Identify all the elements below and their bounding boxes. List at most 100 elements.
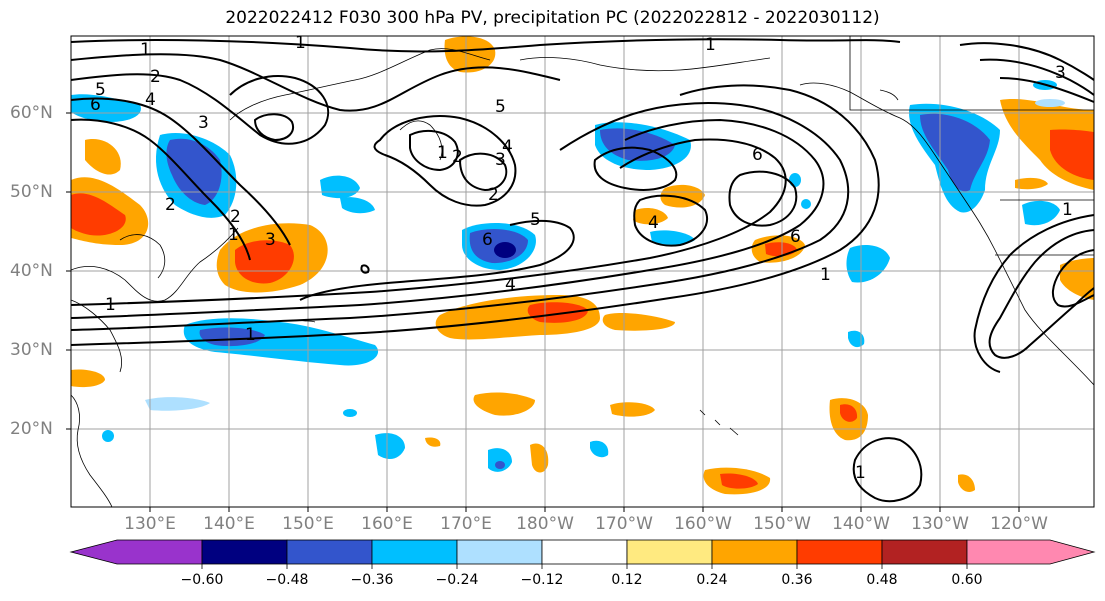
colorbar-segment xyxy=(456,539,543,565)
contour-label: 1 xyxy=(228,225,239,245)
precip-patch-tropical-1 xyxy=(473,392,535,416)
precip-patch-subtropical-east xyxy=(602,312,675,331)
pv-contours xyxy=(70,38,1095,503)
precip-neg-tropical-3 xyxy=(590,440,609,458)
chart-title: 2022022412 F030 300 hPa PV, precipitatio… xyxy=(225,8,880,28)
contour-label: 6 xyxy=(790,227,801,247)
contour-label: 3 xyxy=(265,230,276,250)
colorbar-segment xyxy=(69,539,203,565)
lon-label: 140°E xyxy=(203,514,255,534)
colorbar-tick-label: −0.12 xyxy=(520,572,564,588)
contour-label: 1 xyxy=(295,33,306,53)
contour-label: 1 xyxy=(1062,200,1073,220)
colorbar-segment xyxy=(966,539,1096,565)
colorbar-tick-label: 0.48 xyxy=(866,572,898,588)
contour-label: 6 xyxy=(90,95,101,115)
precip-neg-northeast-pacific xyxy=(846,245,890,283)
precip-core-tropical-4 xyxy=(720,473,758,489)
precip-core-kuril xyxy=(235,240,294,284)
colorbar-tick-label: 0.36 xyxy=(781,572,813,588)
lon-label: 130°W xyxy=(911,514,969,534)
precip-patch-mid-pacific-2 xyxy=(633,207,668,225)
colorbar-segment xyxy=(541,539,628,565)
lon-label: 180°W xyxy=(516,514,574,534)
contour-label: 1 xyxy=(855,463,866,483)
colorbar-tick-label: 0.12 xyxy=(611,572,643,588)
contour-label: 3 xyxy=(198,113,209,133)
contour-label: 6 xyxy=(482,230,493,250)
contour-label: 4 xyxy=(505,275,516,295)
contour-label: 1 xyxy=(105,295,116,315)
precip-neg-max-central-pacific xyxy=(494,242,516,258)
precip-patch-tropical-5 xyxy=(530,443,549,473)
contour-label: 1 xyxy=(820,265,831,285)
precip-neg-small-6 xyxy=(801,199,811,209)
contour-label: 6 xyxy=(752,145,763,165)
lon-label: 120°W xyxy=(990,514,1048,534)
contour-label: 3 xyxy=(495,150,506,170)
graticule xyxy=(71,36,1094,507)
precip-patch-tropical-6 xyxy=(958,474,975,493)
precip-patch-tropical-2 xyxy=(610,402,655,417)
contour-label: 3 xyxy=(1055,63,1066,83)
pv-contour-labels: 1 2 5 6 4 3 2 1 3 2 5 3 4 1 2 2 5 6 4 6 … xyxy=(90,33,1073,483)
lon-label: 140°W xyxy=(832,514,890,534)
precip-neg-small-5 xyxy=(789,173,801,187)
precip-neg-light-2 xyxy=(1035,99,1065,107)
precip-neg-core-bc-coast xyxy=(920,113,990,192)
lat-label: 50°N xyxy=(10,182,53,202)
precip-core-pnw xyxy=(1050,129,1094,180)
contour-label: 2 xyxy=(165,195,176,215)
lat-label: 60°N xyxy=(10,103,53,123)
precip-neg-core-okhotsk xyxy=(166,138,222,205)
precip-neg-small-1 xyxy=(650,230,695,245)
contour-label: 4 xyxy=(502,137,513,157)
colorbar-segment xyxy=(371,539,458,565)
precip-neg-tropical-2-core xyxy=(495,461,505,469)
colorbar-segment xyxy=(796,539,883,565)
negative-anomalies xyxy=(71,80,1065,472)
contour-label: 4 xyxy=(648,213,659,233)
precip-patch-small-1 xyxy=(425,437,441,447)
colorbar-tick-label: −0.36 xyxy=(350,572,394,588)
precip-neg-mid-lat xyxy=(320,175,360,199)
contour-label: 2 xyxy=(488,185,499,205)
contour-label: 1 xyxy=(705,35,716,55)
contour-label: 4 xyxy=(145,90,156,110)
lat-label: 30°N xyxy=(10,340,53,360)
contour-label: 5 xyxy=(95,80,106,100)
contour-label: 5 xyxy=(495,97,506,117)
precip-neg-core-subtropical-west xyxy=(199,327,265,347)
precip-core-west-japan xyxy=(71,193,126,236)
precip-patch-ryukyu xyxy=(71,369,105,388)
lon-label: 170°W xyxy=(595,514,653,534)
contour-label: 5 xyxy=(530,210,541,230)
lon-label: 170°E xyxy=(440,514,492,534)
contour-label: 1 xyxy=(437,143,448,163)
colorbar-tick-label: −0.60 xyxy=(180,572,224,588)
lon-label: 150°E xyxy=(282,514,334,534)
contour-label: 2 xyxy=(230,207,241,227)
lon-label: 160°E xyxy=(361,514,413,534)
lat-label: 20°N xyxy=(10,419,53,439)
contour-label: 1 xyxy=(140,40,151,60)
colorbar-tick-label: −0.48 xyxy=(265,572,309,588)
precip-neg-small-2 xyxy=(848,330,865,348)
precip-neg-mid-lat-2 xyxy=(340,197,375,214)
lon-label: 160°W xyxy=(674,514,732,534)
precip-core-tropical-3 xyxy=(840,404,858,422)
precip-neg-light-1 xyxy=(145,397,210,411)
precip-patch-nw xyxy=(85,139,121,175)
precip-neg-small-3 xyxy=(102,430,114,442)
contour-label: 1 xyxy=(245,325,256,345)
colorbar-segment xyxy=(286,539,373,565)
precip-neg-small-4 xyxy=(343,409,357,417)
colorbar-tick-label: 0.60 xyxy=(951,572,983,588)
colorbar-tick-label: −0.24 xyxy=(435,572,479,588)
precip-patch-pnw-small xyxy=(1015,177,1048,190)
precip-neg-pnw-south xyxy=(1022,200,1060,226)
axis-ticks xyxy=(66,112,1020,512)
precip-neg-tropical-2 xyxy=(488,448,512,472)
precip-patch-california xyxy=(1060,258,1094,300)
